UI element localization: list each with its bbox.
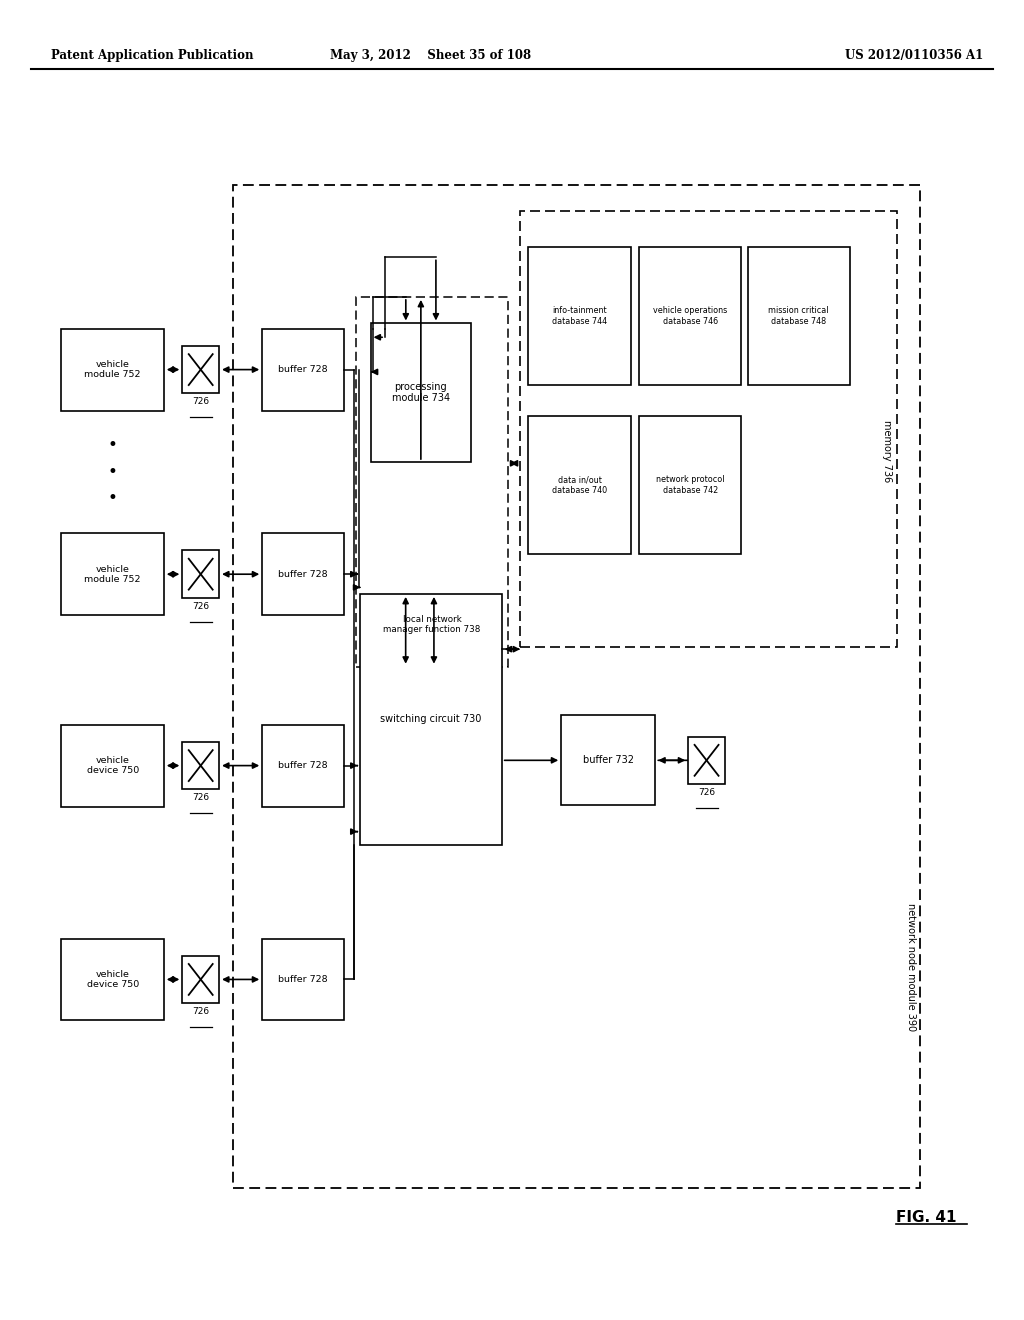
Text: •: •	[108, 463, 118, 480]
Bar	[61, 329, 164, 411]
Text: US 2012/0110356 A1: US 2012/0110356 A1	[845, 49, 983, 62]
Bar	[233, 185, 920, 1188]
Text: May 3, 2012    Sheet 35 of 108: May 3, 2012 Sheet 35 of 108	[330, 49, 530, 62]
Text: buffer 728: buffer 728	[279, 570, 328, 578]
Text: processing
module 734: processing module 734	[392, 381, 450, 404]
Bar	[182, 956, 219, 1003]
Bar	[262, 329, 344, 411]
Text: Patent Application Publication: Patent Application Publication	[51, 49, 254, 62]
Bar	[360, 594, 502, 845]
Bar	[262, 725, 344, 807]
Bar	[182, 346, 219, 393]
Bar	[371, 323, 471, 462]
Text: FIG. 41: FIG. 41	[896, 1209, 956, 1225]
Text: 726: 726	[193, 397, 209, 407]
Bar	[262, 533, 344, 615]
Text: 726: 726	[193, 793, 209, 803]
Bar	[61, 533, 164, 615]
Bar	[61, 725, 164, 807]
Bar	[748, 247, 850, 385]
Text: local network
manager function 738: local network manager function 738	[383, 615, 481, 634]
Text: memory 736: memory 736	[882, 420, 892, 482]
Bar	[262, 939, 344, 1020]
Text: •: •	[108, 437, 118, 454]
Text: network protocol
database 742: network protocol database 742	[656, 475, 724, 495]
Text: 726: 726	[193, 1007, 209, 1016]
Text: 726: 726	[193, 602, 209, 611]
Bar	[182, 550, 219, 598]
Bar	[639, 416, 741, 554]
Text: buffer 732: buffer 732	[583, 755, 634, 766]
Text: switching circuit 730: switching circuit 730	[381, 714, 481, 725]
Bar	[639, 247, 741, 385]
Text: data in/out
database 740: data in/out database 740	[552, 475, 607, 495]
Text: vehicle
module 752: vehicle module 752	[84, 360, 141, 379]
Text: vehicle
device 750: vehicle device 750	[86, 970, 139, 989]
Text: mission critical
database 748: mission critical database 748	[768, 306, 829, 326]
Bar	[61, 939, 164, 1020]
Text: info-tainment
database 744: info-tainment database 744	[552, 306, 607, 326]
Bar	[561, 715, 655, 805]
Bar	[356, 297, 508, 667]
Bar	[528, 247, 631, 385]
Text: buffer 728: buffer 728	[279, 762, 328, 770]
Text: buffer 728: buffer 728	[279, 366, 328, 374]
Text: vehicle
module 752: vehicle module 752	[84, 565, 141, 583]
Bar	[182, 742, 219, 789]
Text: •: •	[108, 490, 118, 507]
Bar	[520, 211, 897, 647]
Text: vehicle operations
database 746: vehicle operations database 746	[653, 306, 727, 326]
Bar	[528, 416, 631, 554]
Bar	[688, 737, 725, 784]
Text: 726: 726	[698, 788, 715, 797]
Text: network node module 390: network node module 390	[906, 903, 916, 1031]
Text: vehicle
device 750: vehicle device 750	[86, 756, 139, 775]
Text: buffer 728: buffer 728	[279, 975, 328, 983]
